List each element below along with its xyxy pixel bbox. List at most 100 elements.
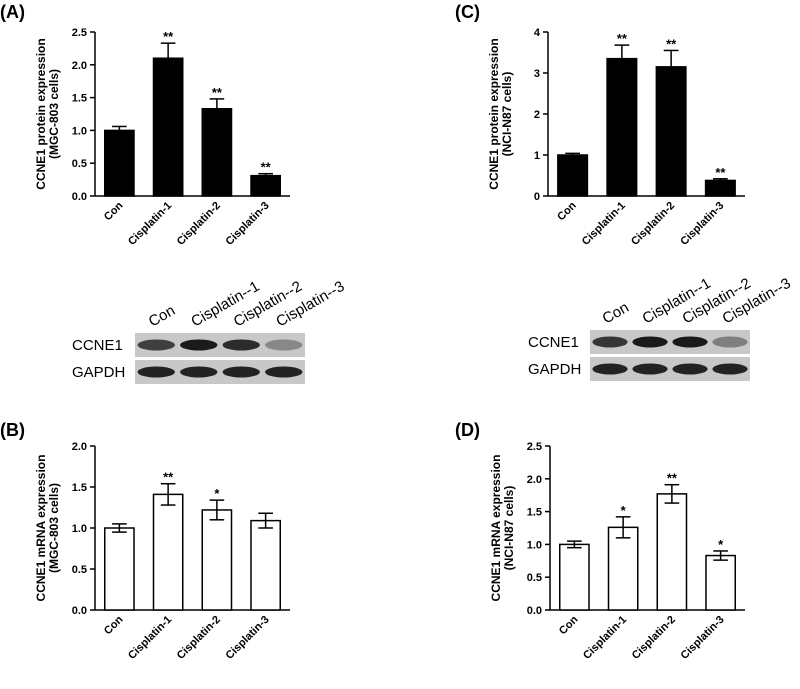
row-label: CCNE1	[72, 337, 123, 354]
bar	[705, 554, 736, 611]
significance: **	[667, 471, 678, 486]
y-tick-label: 1	[534, 150, 540, 162]
bar	[607, 526, 639, 611]
significance: *	[214, 486, 220, 501]
lane-label: Con	[146, 302, 178, 330]
y-axis-label: CCNE1 mRNA expression	[489, 455, 503, 602]
blot-band	[222, 339, 260, 351]
y-axis-label: CCNE1 protein expression	[487, 38, 501, 189]
y-tick-label: 1.0	[527, 539, 542, 551]
blot-band	[180, 339, 218, 351]
significance: **	[261, 160, 272, 175]
significance: **	[715, 165, 726, 180]
error-bar	[615, 516, 631, 539]
panel-label: (C)	[455, 2, 480, 22]
panel-label: (A)	[0, 2, 25, 22]
blot-band	[592, 363, 628, 375]
significance: **	[666, 36, 677, 51]
significance: **	[163, 29, 174, 44]
blot-band	[672, 363, 708, 375]
y-tick-label: 3	[534, 68, 540, 80]
y-tick-label: 2.5	[72, 27, 87, 39]
y-tick-label: 1.5	[72, 93, 87, 105]
y-tick-label: 1.0	[72, 125, 87, 137]
y-tick-label: 2.0	[527, 474, 542, 486]
y-tick-label: 1.0	[72, 523, 87, 535]
error-bar	[112, 125, 127, 131]
x-tick-label: Cisplatin-1	[126, 614, 174, 662]
y-axis-label: (NCI-N87 cells)	[502, 486, 516, 571]
bar	[557, 154, 589, 197]
lane-label: Con	[600, 299, 632, 327]
y-axis-label: (NCI-N87 cells)	[500, 72, 514, 157]
blot-band	[265, 339, 303, 351]
y-tick-label: 4	[534, 27, 541, 39]
y-tick-label: 2	[534, 109, 540, 121]
y-axis-label: (MGC-803 cells)	[47, 483, 61, 573]
blot-band	[137, 339, 175, 351]
x-tick-label: Con	[102, 613, 126, 637]
x-tick-label: Con	[102, 199, 126, 223]
bar	[201, 108, 233, 197]
y-tick-label: 2.0	[72, 60, 87, 72]
y-tick-label: 0.5	[527, 572, 542, 584]
blot-band	[222, 366, 260, 378]
x-tick-label: Cisplatin-3	[678, 200, 726, 248]
y-axis-label: CCNE1 protein expression	[34, 38, 48, 189]
error-bar	[258, 172, 273, 176]
y-tick-label: 1.5	[527, 507, 542, 519]
y-tick-label: 0.0	[72, 605, 87, 617]
blot-band	[137, 366, 175, 378]
error-bar	[664, 483, 680, 504]
y-axis-label: (MGC-803 cells)	[47, 69, 61, 159]
x-tick-label: Cisplatin-3	[223, 200, 271, 248]
y-tick-label: 0	[534, 191, 540, 203]
row-label: GAPDH	[72, 364, 125, 381]
x-tick-label: Cisplatin-2	[175, 614, 223, 662]
y-tick-label: 0.5	[72, 564, 87, 576]
x-tick-label: Cisplatin-1	[126, 200, 174, 248]
blot-band	[672, 336, 708, 348]
x-tick-label: Cisplatin-3	[223, 614, 271, 662]
bar	[201, 509, 233, 611]
blot-band	[632, 336, 668, 348]
bar	[656, 493, 688, 611]
error-bar	[160, 482, 176, 506]
error-bar	[209, 98, 225, 109]
x-tick-label: Con	[557, 613, 581, 637]
bar	[606, 57, 638, 197]
x-tick-label: Cisplatin-2	[175, 200, 223, 248]
error-bar	[258, 512, 273, 529]
bar	[655, 66, 687, 197]
error-bar	[160, 42, 176, 59]
y-tick-label: 2.0	[72, 441, 87, 453]
x-tick-label: Cisplatin-3	[678, 614, 726, 662]
y-tick-label: 1.5	[72, 482, 87, 494]
row-label: CCNE1	[528, 334, 579, 351]
x-tick-label: Cisplatin-2	[629, 200, 677, 248]
bar	[704, 179, 736, 197]
x-tick-label: Con	[555, 199, 579, 223]
error-bar	[663, 49, 679, 67]
panel-label: (D)	[455, 420, 480, 440]
error-bar	[614, 44, 630, 59]
y-tick-label: 0.0	[72, 191, 87, 203]
bar	[104, 527, 135, 611]
blot-band	[180, 366, 218, 378]
x-tick-label: Cisplatin-1	[581, 614, 629, 662]
bar	[559, 543, 590, 611]
x-tick-label: Cisplatin-2	[630, 614, 678, 662]
y-tick-label: 0.5	[72, 158, 87, 170]
y-tick-label: 2.5	[527, 441, 542, 453]
significance: **	[163, 470, 174, 485]
error-bar	[712, 178, 728, 181]
bar	[250, 174, 281, 197]
significance: **	[212, 85, 223, 100]
bar	[250, 519, 281, 611]
bar	[104, 129, 135, 197]
bar	[152, 57, 184, 197]
significance: *	[718, 537, 724, 552]
x-tick-label: Cisplatin-1	[580, 200, 628, 248]
row-label: GAPDH	[528, 361, 581, 378]
